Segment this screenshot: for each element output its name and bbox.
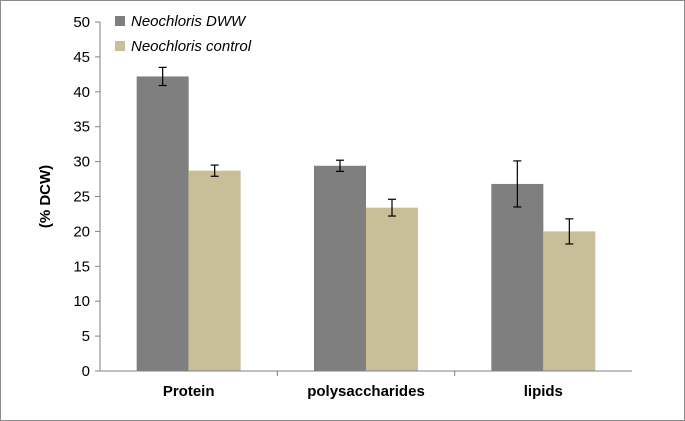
x-tick-label: Protein xyxy=(163,383,215,400)
bar xyxy=(136,76,189,371)
x-axis-labels: Protein polysaccharides lipids xyxy=(163,383,563,400)
y-tick-label: 40 xyxy=(73,84,90,101)
legend: Neochloris DWW Neochloris control xyxy=(115,13,252,55)
bars xyxy=(136,66,596,371)
bar xyxy=(314,165,366,371)
y-tick-label: 35 xyxy=(73,119,90,136)
x-tick-label: lipids xyxy=(524,383,563,400)
y-tick-label: 20 xyxy=(73,223,90,240)
y-tick-label: 45 xyxy=(73,49,90,66)
y-tick-label: 25 xyxy=(73,189,90,206)
legend-label: Neochloris control xyxy=(131,38,252,55)
bar xyxy=(543,231,596,371)
y-tick-label: 10 xyxy=(73,293,90,310)
y-tick-label: 15 xyxy=(73,258,90,275)
bar xyxy=(188,170,241,371)
bar xyxy=(491,183,544,371)
legend-swatch xyxy=(115,41,125,51)
y-axis-title: (% DCW) xyxy=(37,165,54,228)
bar xyxy=(366,207,418,371)
legend-label: Neochloris DWW xyxy=(131,13,247,30)
legend-swatch xyxy=(115,16,125,26)
y-tick-label: 50 xyxy=(73,14,90,31)
y-axis-ticks: 0 5 10 15 20 25 30 35 40 45 50 xyxy=(73,14,100,380)
axes xyxy=(99,22,632,376)
y-tick-label: 5 xyxy=(82,328,90,345)
y-tick-label: 30 xyxy=(73,154,90,171)
y-tick-label: 0 xyxy=(82,363,90,380)
x-tick-label: polysaccharides xyxy=(307,383,425,400)
